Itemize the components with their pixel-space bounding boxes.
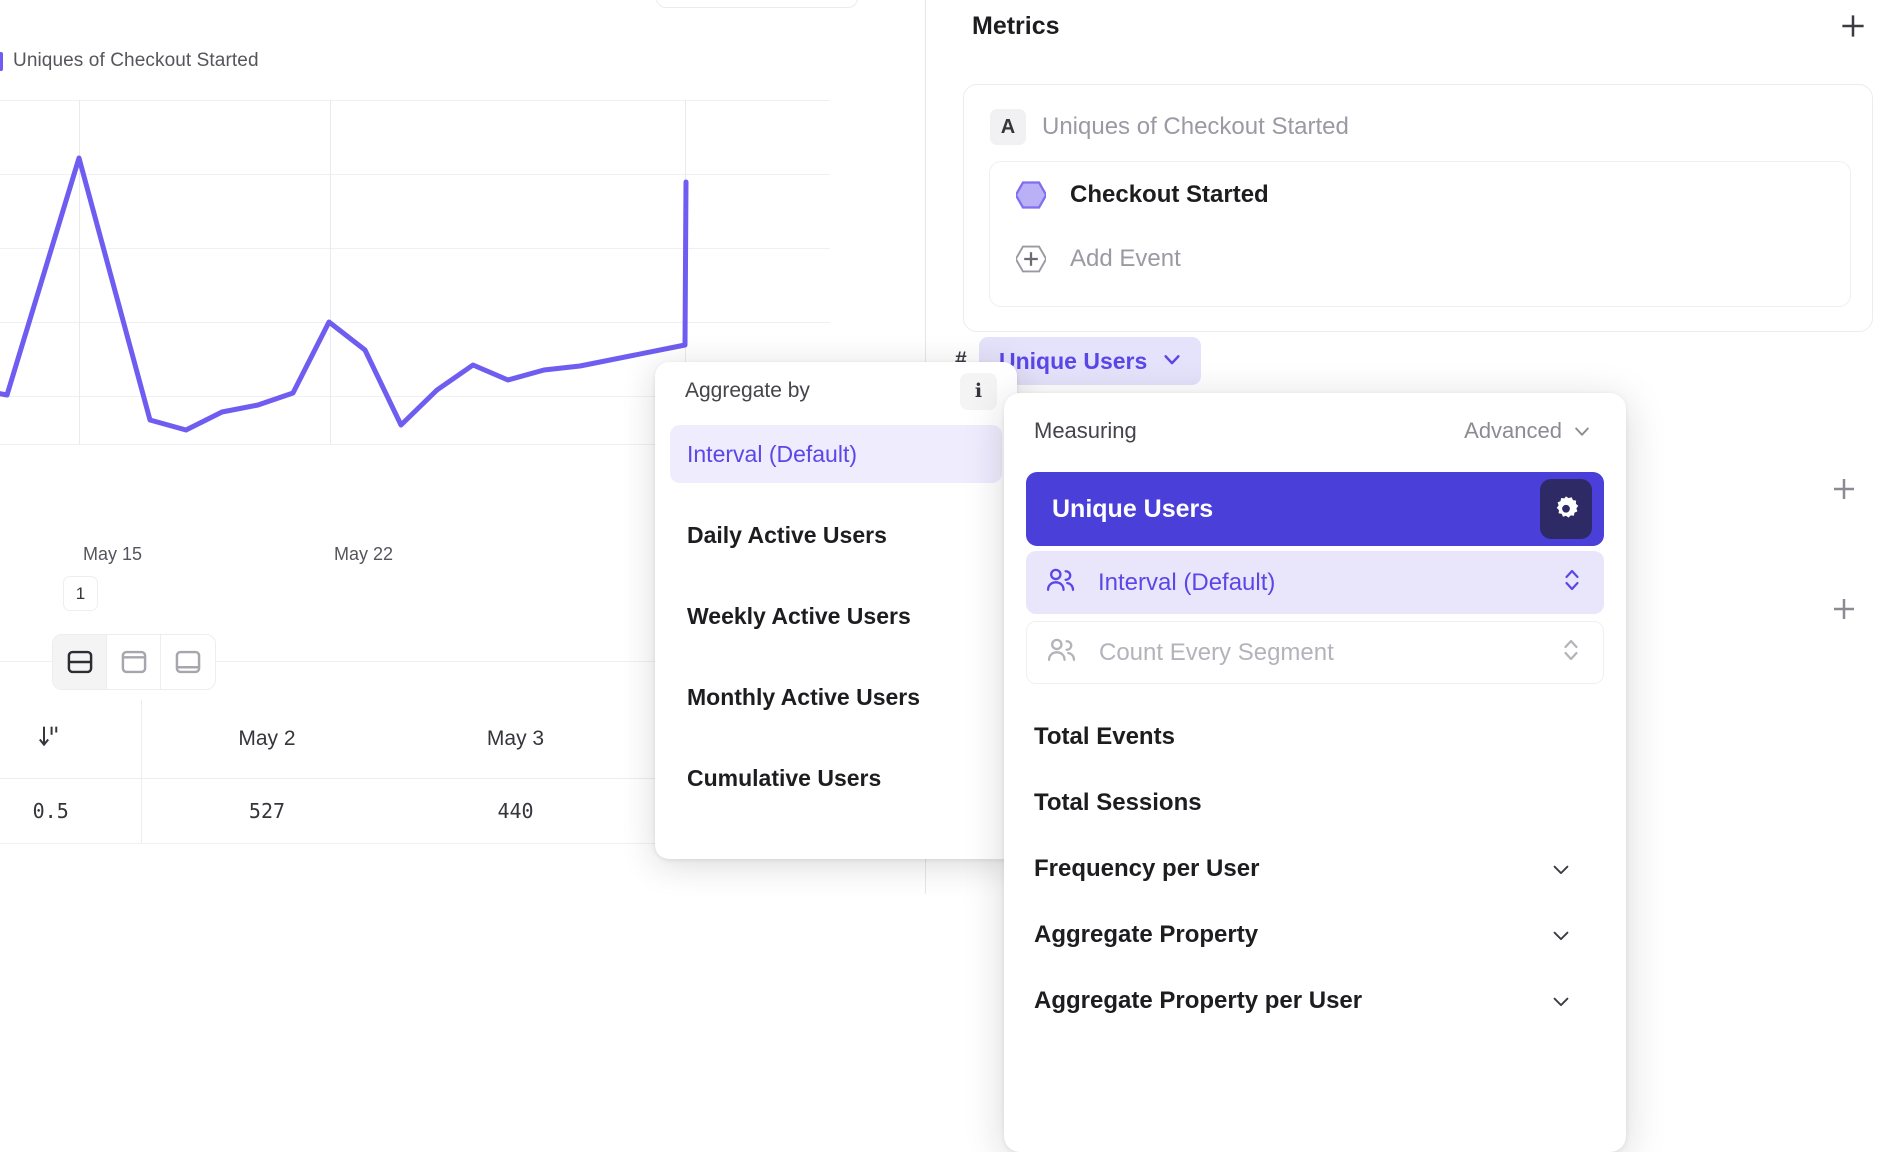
add-event-label: Add Event	[1070, 245, 1181, 272]
x-axis-tick-1: May 22	[334, 544, 394, 564]
table-cell-label: 0.5	[0, 778, 142, 844]
add-breakdown-button-2[interactable]	[1827, 592, 1861, 626]
table-col-header-0[interactable]: May 2	[141, 700, 392, 779]
plus-icon	[1834, 599, 1854, 619]
aggregate-by-popover: Aggregate by i Interval (Default) Daily …	[655, 362, 1017, 859]
plus-icon	[1842, 15, 1864, 37]
gear-icon[interactable]	[1540, 479, 1592, 539]
aggregate-option-weekly-active-users[interactable]: Weekly Active Users	[687, 602, 911, 629]
event-row-checkout-started[interactable]: Checkout Started	[1014, 176, 1269, 214]
table-header-row: May 2 May 3 M	[0, 700, 760, 779]
measuring-option-total-events[interactable]: Total Events	[1034, 715, 1596, 759]
panel-top-icon	[121, 650, 146, 674]
measuring-interval-select[interactable]: Interval (Default)	[1026, 551, 1604, 614]
measuring-segment-select[interactable]: Count Every Segment	[1026, 621, 1604, 684]
metric-name-input[interactable]: Uniques of Checkout Started	[1042, 113, 1349, 140]
chevron-down-icon	[1572, 421, 1592, 441]
aggregate-by-title: Aggregate by	[685, 379, 810, 402]
axis-interval-chip[interactable]: 1	[63, 576, 98, 611]
aggregate-option-interval-default[interactable]: Interval (Default)	[670, 425, 1002, 483]
table-cell-value-0: 527	[141, 778, 392, 844]
measuring-option-label: Aggregate Property per User	[1034, 987, 1363, 1014]
users-icon	[1046, 567, 1076, 598]
measuring-segment-label: Count Every Segment	[1099, 638, 1334, 666]
aggregate-option-daily-active-users[interactable]: Daily Active Users	[687, 521, 887, 548]
sort-column-header[interactable]	[0, 700, 142, 779]
chevron-down-icon	[1550, 990, 1572, 1012]
add-metric-button[interactable]	[1836, 9, 1870, 43]
legend-color-swatch	[0, 51, 3, 71]
measuring-option-aggregate-property-per-user[interactable]: Aggregate Property per User	[1034, 979, 1596, 1023]
panel-bottom-icon	[175, 650, 201, 674]
split-horizontal-icon	[67, 650, 92, 674]
table-cell-value-1: 440	[391, 778, 640, 844]
results-table-body: 0.5 527 440	[0, 778, 760, 844]
chart-legend: Uniques of Checkout Started	[0, 50, 259, 72]
plus-hexagon-icon	[1014, 240, 1048, 278]
metric-card: A Uniques of Checkout Started Checkout S…	[963, 84, 1873, 332]
table-col-header-1[interactable]: May 3	[391, 700, 640, 779]
measuring-selected-label: Unique Users	[1052, 494, 1214, 523]
measuring-option-label: Aggregate Property	[1034, 921, 1259, 948]
chevron-down-icon	[1550, 924, 1572, 946]
measuring-title: Measuring	[1034, 418, 1137, 443]
left-pane-footer-space	[0, 894, 925, 1152]
sort-descending-icon[interactable]	[37, 722, 65, 750]
aggregate-option-monthly-active-users[interactable]: Monthly Active Users	[687, 683, 921, 710]
chevron-down-icon	[1550, 858, 1572, 880]
plus-icon	[1834, 479, 1854, 499]
x-axis-tick-0: May 15	[83, 544, 143, 564]
measuring-option-label: Frequency per User	[1034, 855, 1260, 882]
advanced-mode-toggle[interactable]: Advanced	[1464, 418, 1592, 444]
info-icon[interactable]: i	[960, 372, 997, 410]
add-breakdown-button-1[interactable]	[1827, 472, 1861, 506]
measure-type-label: Unique Users	[999, 347, 1148, 374]
hexagon-filled-icon	[1014, 176, 1048, 214]
legend-label: Uniques of Checkout Started	[13, 50, 259, 71]
event-name-label: Checkout Started	[1070, 181, 1269, 208]
measuring-option-aggregate-property[interactable]: Aggregate Property	[1034, 913, 1596, 957]
chart-gridlines-vertical	[79, 100, 686, 445]
section-divider-rule	[0, 661, 925, 662]
add-event-row[interactable]: Add Event	[1014, 240, 1181, 278]
measuring-option-label: Total Events	[1034, 723, 1175, 750]
metric-letter-badge: A	[990, 109, 1026, 145]
measuring-option-total-sessions[interactable]: Total Sessions	[1034, 781, 1596, 825]
aggregate-option-cumulative-users[interactable]: Cumulative Users	[687, 764, 882, 791]
chevron-updown-icon	[1562, 567, 1582, 598]
layout-option-table-only[interactable]	[161, 635, 215, 689]
page-title: Metrics	[972, 11, 1060, 40]
users-icon	[1047, 637, 1077, 668]
hash-icon: #	[955, 348, 967, 371]
layout-toggle-group[interactable]	[52, 634, 216, 690]
measure-type-chip[interactable]: Unique Users	[979, 337, 1202, 385]
results-table-head: May 2 May 3 M	[0, 700, 760, 779]
event-definition-box: Checkout Started Add Event	[989, 161, 1851, 307]
metric-label-row: A Uniques of Checkout Started	[990, 109, 1349, 145]
advanced-mode-label: Advanced	[1464, 418, 1562, 443]
measuring-popover: Measuring Advanced Unique Users	[1004, 393, 1626, 1152]
measuring-option-label: Total Sessions	[1034, 789, 1202, 816]
results-table: May 2 May 3 M 0.5 527 440	[0, 700, 760, 844]
aggregate-by-header: Aggregate by i	[655, 362, 1017, 420]
chevron-down-icon	[1161, 348, 1183, 375]
measuring-option-unique-users-selected[interactable]: Unique Users	[1026, 472, 1604, 546]
top-control-stub[interactable]	[656, 0, 858, 8]
metrics-header: Metrics	[972, 0, 1870, 52]
chart-series-line	[0, 155, 689, 433]
measuring-option-frequency-per-user[interactable]: Frequency per User	[1034, 847, 1596, 891]
layout-option-split-horizontal[interactable]	[53, 635, 107, 689]
layout-option-chart-only[interactable]	[107, 635, 161, 689]
chevron-updown-icon	[1561, 637, 1581, 668]
measuring-interval-label: Interval (Default)	[1098, 568, 1276, 596]
table-row[interactable]: 0.5 527 440	[0, 778, 760, 844]
measuring-header: Measuring Advanced	[1004, 393, 1626, 469]
